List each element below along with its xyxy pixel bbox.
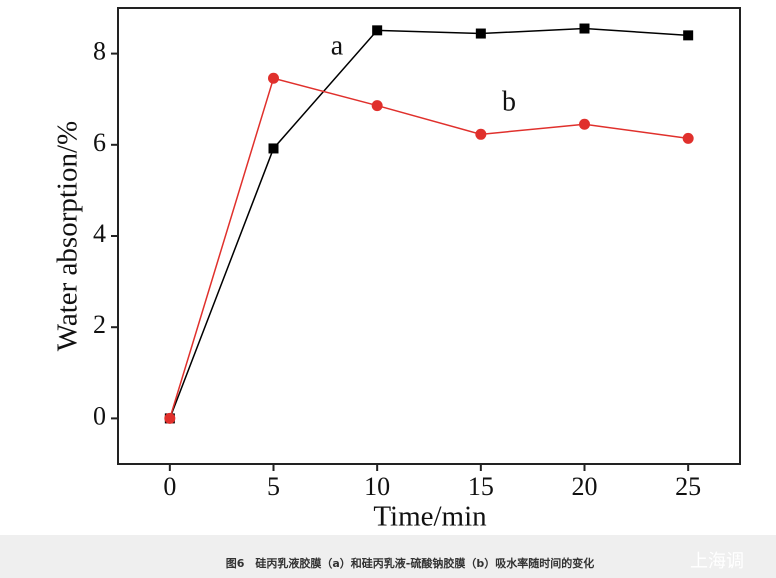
series-line — [169, 77, 689, 419]
marker — [475, 128, 487, 140]
marker — [372, 25, 383, 36]
caption: 图6 硅丙乳液胶膜（a）和硅丙乳液-硫酸钠胶膜（b）吸水率随时间的变化 — [226, 556, 595, 570]
y-tick-label: 4 — [93, 219, 106, 248]
marker — [268, 143, 279, 154]
marker — [268, 72, 279, 84]
x-tick-label: 10 — [364, 472, 390, 501]
watermark: 上海调 — [690, 551, 744, 572]
x-tick-label: 15 — [468, 472, 494, 501]
marker — [682, 132, 694, 144]
caption-band — [0, 535, 776, 578]
y-tick-label: 2 — [93, 310, 106, 339]
plot-frame — [117, 7, 741, 465]
marker — [683, 30, 694, 41]
marker — [579, 118, 590, 130]
series-label: a — [331, 30, 344, 61]
x-axis-title: Time/min — [373, 501, 487, 533]
y-tick-label: 8 — [93, 37, 106, 66]
series-label: b — [502, 86, 516, 117]
marker — [371, 100, 383, 112]
marker — [164, 412, 176, 424]
marker — [475, 28, 486, 39]
x-tick-label: 5 — [267, 472, 280, 501]
y-tick-label: 0 — [93, 401, 106, 430]
y-axis-title: Water absorption/% — [52, 121, 84, 351]
x-tick-label: 20 — [572, 472, 598, 501]
x-tick-label: 0 — [163, 472, 176, 501]
y-tick-label: 6 — [93, 128, 106, 157]
marker — [579, 23, 590, 34]
x-tick-label: 25 — [675, 472, 701, 501]
series-line — [169, 27, 689, 419]
